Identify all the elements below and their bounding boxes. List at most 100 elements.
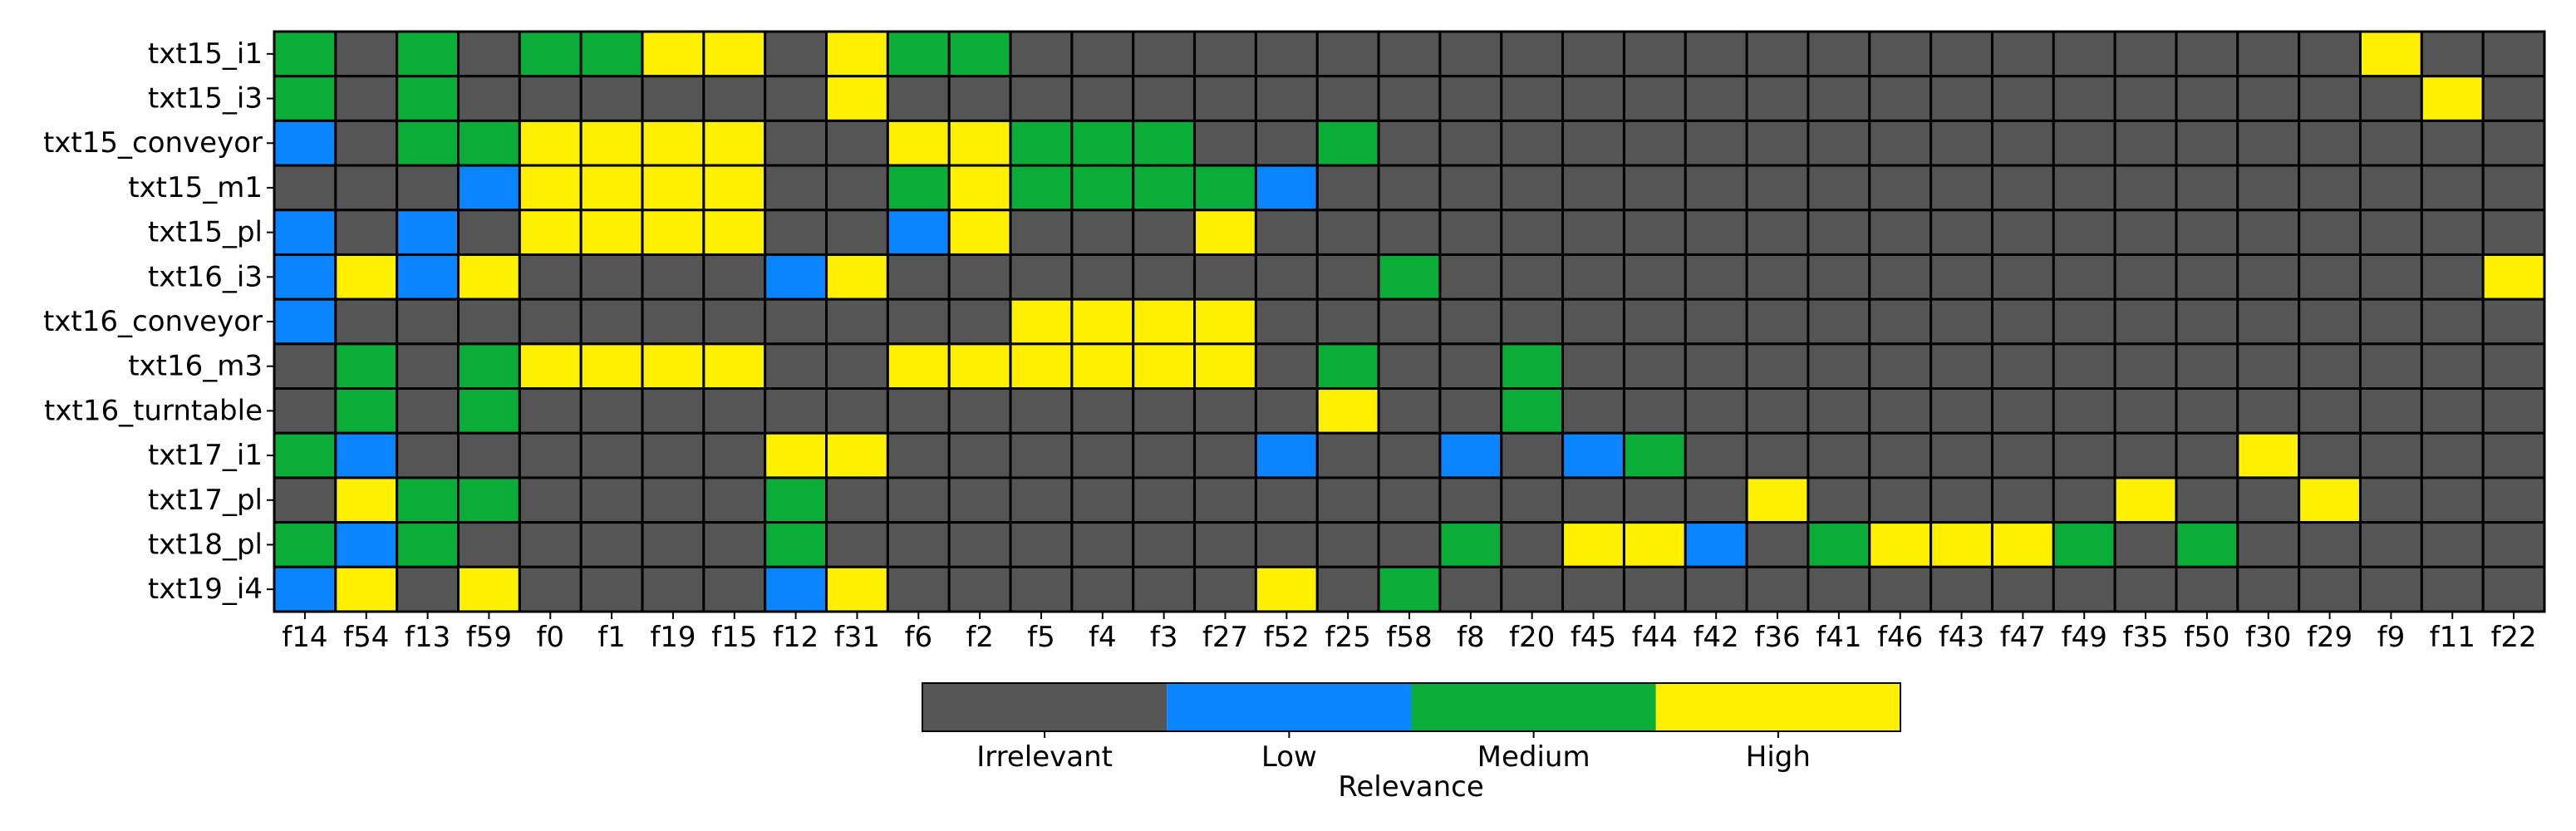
heatmap-cell [886,30,951,78]
heatmap-cell [518,387,583,435]
heatmap-cell [1377,297,1442,346]
heatmap-cell [1254,297,1319,346]
heatmap-cell [273,565,337,613]
column-label: f4 [1089,621,1117,654]
heatmap-cell [1315,431,1380,479]
heatmap-cell [1377,253,1442,301]
heatmap-cell [396,565,460,613]
heatmap-cell [396,297,460,346]
row-label: txt17_pl [148,484,263,517]
heatmap-cell [2052,30,2116,78]
heatmap-cell [1684,297,1748,346]
heatmap-cell [334,521,399,568]
heatmap-cell [1500,431,1565,479]
column-label: f5 [1027,621,1055,654]
heatmap-cell [457,521,521,568]
heatmap-cell [1930,119,1993,167]
heatmap-cell [825,30,889,78]
heatmap-cell [273,342,337,391]
heatmap-cell [1070,164,1135,212]
colorbar-segment [1411,683,1656,731]
heatmap-cell [2175,30,2239,78]
colorbar: Irrelevant Low Medium High [922,682,1901,774]
heatmap-cell [1377,75,1442,122]
heatmap-cell [1254,342,1319,391]
column-label: f47 [2000,621,2046,654]
heatmap-cell [334,30,399,78]
heatmap-cell [1930,476,1993,524]
heatmap-cell [1070,565,1135,613]
heatmap-cell [1438,342,1503,391]
heatmap-cell [2298,431,2362,479]
heatmap-cell [2358,342,2423,391]
column-label: f41 [1816,621,1861,654]
heatmap-cell [2113,476,2178,524]
heatmap-cell [1868,342,1933,391]
heatmap-cell [396,30,460,78]
heatmap-cell [1930,75,1993,122]
heatmap-cell [1807,30,1871,78]
column-label: f9 [2377,621,2406,654]
heatmap-cell [334,565,399,613]
column-label: f49 [2062,621,2107,654]
heatmap-cell [2420,119,2485,167]
heatmap-cell [2052,565,2116,613]
heatmap-cell [886,297,951,346]
heatmap-cell [1070,431,1135,479]
column-label: f13 [405,621,450,654]
row-label: txt16_m3 [128,350,263,383]
heatmap-cell [1990,476,2055,524]
heatmap-cell [396,521,460,568]
heatmap-cell [1990,431,2055,479]
heatmap-cell [1622,521,1687,568]
heatmap-cell [764,476,828,524]
heatmap-cell [1745,387,1810,435]
column-label: f22 [2490,621,2536,654]
heatmap-cell [1193,253,1257,301]
heatmap-cell [1132,297,1197,346]
heatmap-cell [1745,75,1810,122]
heatmap-cell [764,297,828,346]
heatmap-cell [1070,209,1135,256]
heatmap-cell [1684,476,1748,524]
heatmap-cell [764,164,828,212]
heatmap-cell [457,387,521,435]
heatmap-cell [947,431,1012,479]
heatmap-cell [1254,75,1319,122]
heatmap-cell [579,565,644,613]
heatmap-cell [1132,253,1197,301]
heatmap-cell [2481,209,2546,256]
column-label: f8 [1457,621,1485,654]
column-label: f52 [1264,621,1310,654]
heatmap-cell [396,387,460,435]
heatmap-cell [2358,30,2423,78]
column-label: f2 [966,621,994,654]
heatmap-cell [1868,565,1933,613]
column-label: f43 [1939,621,1984,654]
heatmap-cell [1377,209,1442,256]
heatmap-cell [518,209,583,256]
heatmap-cell [2420,342,2485,391]
heatmap-cell [1070,521,1135,568]
heatmap-cell [1254,253,1319,301]
heatmap-cell [886,164,951,212]
heatmap-cell [2236,342,2301,391]
heatmap-cell [2481,476,2546,524]
heatmap-cell [1500,476,1565,524]
heatmap-cell [1745,297,1810,346]
heatmap-cell [1132,75,1197,122]
heatmap-cell [2236,119,2301,167]
heatmap-cell [518,75,583,122]
colorbar-segment [1655,683,1900,731]
heatmap-cell [1684,253,1748,301]
column-label: f3 [1150,621,1178,654]
heatmap-cell [1132,119,1197,167]
heatmap-cell [1132,209,1197,256]
heatmap-cell [2236,75,2301,122]
heatmap-cell [1438,119,1503,167]
heatmap-cell [764,387,828,435]
heatmap-cell [702,119,767,167]
heatmap-cell [1990,75,2055,122]
column-label: f6 [904,621,932,654]
heatmap-cell [1990,387,2055,435]
